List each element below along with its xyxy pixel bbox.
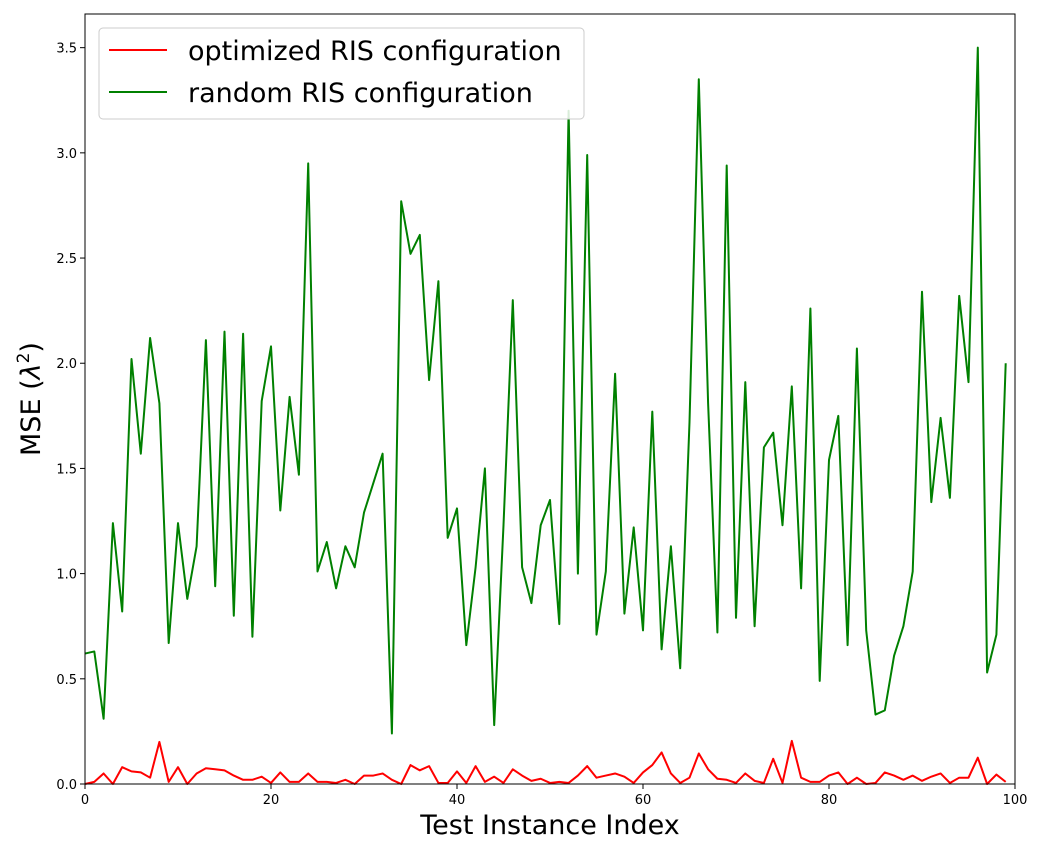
legend-label-random: random RIS configuration xyxy=(188,78,533,109)
y-axis-label-exponent: 2 xyxy=(14,353,34,364)
series-line-random xyxy=(84,46,1007,735)
legend-label-optimized: optimized RIS configuration xyxy=(188,36,562,67)
y-axis-label: MSE (λ2) xyxy=(14,342,47,456)
y-tick-label: 1.0 xyxy=(56,568,77,583)
legend-box xyxy=(98,27,585,120)
plot-area xyxy=(84,46,1007,785)
x-tick-label: 100 xyxy=(1003,793,1028,808)
y-tick-label: 2.5 xyxy=(56,252,77,267)
axes-frame xyxy=(84,13,1016,785)
y-tick-label: 2.0 xyxy=(56,357,77,372)
y-tick-label: 0.0 xyxy=(56,778,77,793)
y-tick-label: 3.0 xyxy=(56,147,77,162)
x-tick-label: 20 xyxy=(263,793,280,808)
x-tick-label: 80 xyxy=(821,793,838,808)
y-tick-label: 1.5 xyxy=(56,462,77,477)
x-tick-label: 0 xyxy=(81,793,89,808)
x-axis-label: Test Instance Index xyxy=(419,810,680,841)
x-tick-label: 40 xyxy=(449,793,466,808)
legend: optimized RIS configuration random RIS c… xyxy=(98,27,585,120)
y-axis-label-close: ) xyxy=(16,342,47,353)
y-tick-label: 3.5 xyxy=(56,42,77,57)
y-axis-label-lambda: λ xyxy=(16,363,47,381)
y-tick-label: 0.5 xyxy=(56,673,77,688)
x-tick-label: 60 xyxy=(635,793,652,808)
x-axis: 0 20 40 60 80 100 xyxy=(81,784,1028,808)
series-line-optimized xyxy=(84,739,1007,785)
y-axis-label-main: MSE ( xyxy=(16,379,47,456)
y-axis: 0.0 0.5 1.0 1.5 2.0 2.5 3.0 3.5 xyxy=(56,42,85,793)
